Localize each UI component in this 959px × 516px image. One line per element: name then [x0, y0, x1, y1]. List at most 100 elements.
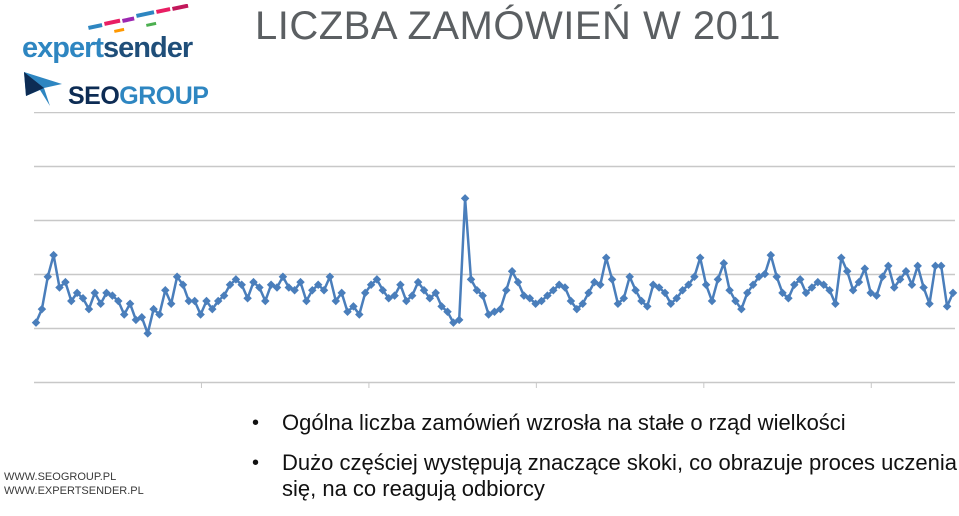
data-point [237, 280, 246, 290]
data-point [302, 296, 311, 306]
data-point [114, 296, 123, 306]
data-point [249, 277, 258, 287]
data-point [325, 272, 335, 281]
data-point [161, 285, 170, 295]
data-point [143, 329, 152, 338]
data-point [261, 296, 270, 306]
data-point [772, 272, 781, 281]
data-point [872, 291, 881, 300]
slide-title: LICZBA ZAMÓWIEŃ W 2011 [255, 4, 781, 48]
data-point [125, 299, 135, 308]
data-point [496, 304, 505, 314]
data-point [67, 296, 76, 306]
data-point [707, 296, 717, 306]
data-point [413, 277, 423, 287]
data-point [102, 288, 111, 298]
data-point [695, 253, 705, 263]
data-point [407, 291, 417, 300]
data-point [490, 307, 499, 317]
data-point [478, 291, 487, 300]
seogroup-logo-mark [24, 72, 62, 106]
data-point [178, 280, 188, 290]
data-point [108, 291, 117, 300]
data-point [601, 253, 611, 263]
data-point [196, 310, 205, 319]
data-point [713, 275, 723, 284]
data-point [208, 304, 217, 314]
data-point [225, 280, 235, 290]
data-point [213, 296, 223, 306]
data-point [778, 288, 787, 298]
data-point [913, 261, 922, 271]
data-point [290, 285, 299, 295]
data-point [936, 261, 946, 271]
data-point [131, 315, 141, 325]
data-point [948, 288, 958, 298]
data-point [660, 288, 670, 298]
data-point [866, 288, 875, 298]
expertsender-logo-swoosh [88, 4, 189, 33]
bullet-item: • Dużo częściej występują znaczące skoki,… [252, 450, 959, 502]
data-point [654, 283, 664, 292]
data-point [584, 288, 593, 298]
data-point [484, 310, 493, 319]
data-point [560, 283, 570, 292]
data-point [801, 288, 811, 298]
data-point [766, 250, 776, 260]
data-point [884, 261, 893, 271]
data-point [454, 315, 464, 325]
expertsender-logo: expertsender [18, 4, 208, 66]
data-point [313, 280, 323, 290]
data-point [296, 277, 305, 287]
data-point [331, 296, 341, 306]
data-point [743, 288, 752, 298]
data-point [431, 288, 440, 298]
data-point [360, 288, 370, 298]
bullet-dot: • [252, 452, 260, 474]
data-point [925, 299, 934, 308]
data-point [61, 277, 70, 287]
seogroup-link[interactable]: WWW.SEOGROUP.PL [4, 471, 117, 483]
bullet-item: • Ogólna liczba zamówień wzrosła na stałe… [252, 410, 959, 436]
data-point [507, 267, 517, 276]
data-point [807, 283, 817, 292]
data-point [231, 275, 241, 284]
data-point [419, 285, 429, 295]
data-point [119, 310, 129, 319]
data-point [378, 285, 388, 295]
data-point [502, 285, 511, 295]
data-point [466, 275, 476, 284]
data-point [425, 294, 435, 303]
data-point [343, 307, 352, 317]
data-point [737, 304, 746, 314]
data-point [460, 194, 470, 203]
data-point [308, 285, 317, 295]
data-point [255, 283, 264, 292]
bullet-list: • Ogólna liczba zamówień wzrosła na stałe… [252, 410, 959, 516]
data-point [37, 304, 47, 314]
data-point [31, 318, 41, 327]
footer-links: WWW.SEOGROUP.PL WWW.EXPERTSENDER.PL [4, 470, 144, 498]
data-point [202, 296, 211, 306]
data-point [184, 296, 194, 306]
data-point [449, 318, 458, 327]
expertsender-link[interactable]: WWW.EXPERTSENDER.PL [4, 485, 144, 497]
data-point [907, 280, 917, 290]
seogroup-logo-text: SEOGROUP [68, 82, 209, 110]
data-point [854, 277, 864, 287]
data-point [472, 285, 482, 295]
data-point [43, 272, 53, 281]
data-point [49, 250, 58, 260]
data-point [402, 296, 411, 306]
data-point [643, 302, 652, 311]
data-point [701, 280, 711, 290]
data-point [278, 272, 288, 281]
data-point [637, 296, 646, 306]
data-point [96, 299, 105, 308]
data-point [607, 275, 617, 284]
data-point [513, 277, 523, 287]
data-point [860, 264, 870, 273]
bullet-dot: • [252, 412, 260, 434]
data-point [837, 253, 846, 263]
data-point [149, 304, 158, 314]
